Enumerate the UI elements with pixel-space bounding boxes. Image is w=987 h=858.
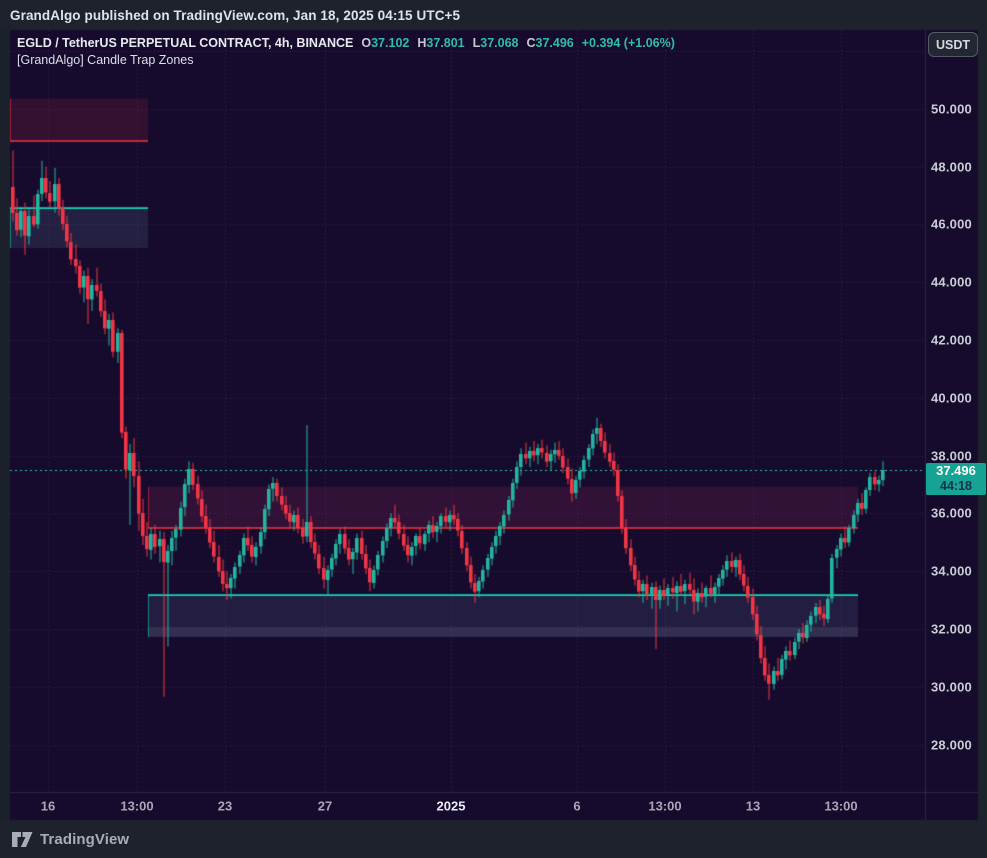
ohlc-open: O 37.102 bbox=[361, 36, 410, 50]
time-tick-label: 23 bbox=[217, 798, 233, 814]
time-tick-label: 13 bbox=[745, 798, 761, 814]
last-price-value: 37.496 bbox=[936, 462, 976, 478]
footer-bar: TradingView bbox=[0, 820, 987, 858]
price-tick-label: 32.000 bbox=[931, 621, 972, 637]
high-value: 37.801 bbox=[426, 36, 465, 50]
symbol-legend-row: EGLD / TetherUS PERPETUAL CONTRACT, 4h, … bbox=[17, 36, 675, 50]
symbol-title: EGLD / TetherUS PERPETUAL CONTRACT, 4h, … bbox=[17, 36, 354, 50]
price-tick-label: 34.000 bbox=[931, 563, 972, 579]
price-tick-label: 28.000 bbox=[931, 737, 972, 752]
open-value: 37.102 bbox=[371, 36, 410, 50]
tradingview-link[interactable]: TradingView bbox=[12, 831, 129, 848]
last-price-tag: 37.496 44:18 bbox=[926, 462, 986, 495]
change-value: +0.394 (+1.06%) bbox=[581, 36, 675, 50]
time-tick-label: 6 bbox=[573, 798, 581, 814]
time-tick-label: 2025 bbox=[436, 798, 466, 814]
ohlc-high: H 37.801 bbox=[417, 36, 465, 50]
price-tick-label: 48.000 bbox=[931, 159, 972, 174]
price-tick-label: 40.000 bbox=[931, 390, 972, 406]
price-tick-label: 46.000 bbox=[931, 216, 972, 232]
chart-legend: EGLD / TetherUS PERPETUAL CONTRACT, 4h, … bbox=[17, 36, 675, 67]
tradingview-logo-icon bbox=[12, 831, 33, 847]
price-tick-label: 36.000 bbox=[931, 505, 972, 521]
time-axis[interactable]: 16 13:00 23 27 2025 6 13:00 13 13:00 bbox=[10, 792, 978, 820]
tradingview-brand: TradingView bbox=[40, 830, 130, 848]
time-tick-label: 13:00 bbox=[648, 798, 682, 814]
price-tick-label: 42.000 bbox=[931, 332, 972, 348]
time-tick-label: 27 bbox=[317, 798, 333, 814]
price-tick-label: 44.000 bbox=[931, 274, 972, 290]
bar-countdown: 44:18 bbox=[940, 478, 972, 493]
ohlc-low: L 37.068 bbox=[472, 36, 519, 50]
indicator-legend: [GrandAlgo] Candle Trap Zones bbox=[17, 53, 194, 67]
currency-toggle-button[interactable]: USDT bbox=[928, 32, 978, 57]
time-tick-label: 16 bbox=[40, 798, 56, 814]
close-value: 37.496 bbox=[535, 36, 574, 50]
low-value: 37.068 bbox=[480, 36, 519, 50]
price-tick-label: 38.000 bbox=[931, 448, 972, 463]
ohlc-close: C 37.496 bbox=[526, 36, 574, 50]
time-tick-label: 13:00 bbox=[120, 798, 154, 814]
price-tick-label: 30.000 bbox=[931, 679, 972, 695]
price-tick-label: 50.000 bbox=[931, 101, 972, 117]
time-tick-label: 13:00 bbox=[824, 798, 858, 814]
price-axis[interactable]: 37.496 44:18 50.000 48.000 46.000 44.000 42.… bbox=[925, 30, 987, 792]
publish-text: GrandAlgo published on TradingView.com, … bbox=[10, 7, 461, 23]
publish-bar: GrandAlgo published on TradingView.com, … bbox=[0, 0, 987, 30]
